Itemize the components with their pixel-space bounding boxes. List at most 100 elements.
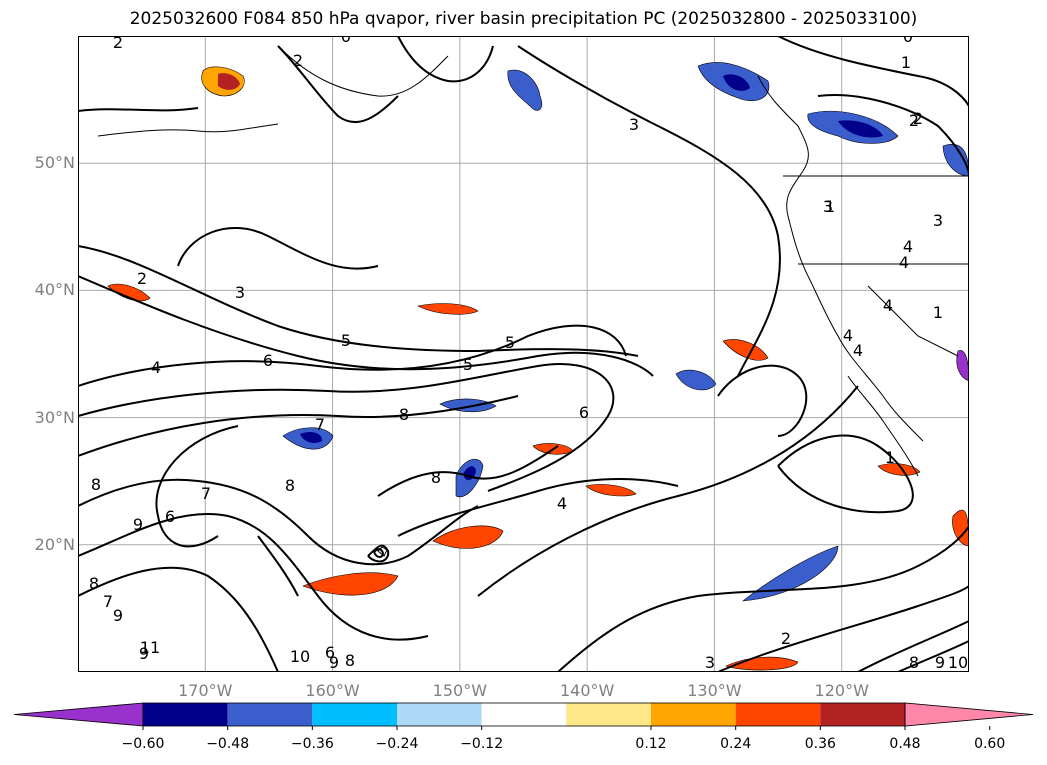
contour-line — [817, 94, 969, 177]
contour-label: 8 — [91, 475, 101, 494]
precip-patch-warm — [585, 484, 637, 497]
longitude-label: 160°W — [305, 681, 360, 700]
precip-patch-cold — [742, 545, 839, 602]
contour-line — [78, 513, 429, 641]
contour-label: 8 — [345, 651, 355, 670]
contour-line — [257, 535, 299, 597]
contour-line — [177, 227, 379, 270]
colorbar-tick-label: −0.36 — [290, 736, 334, 752]
contour-line — [777, 434, 914, 514]
contour-label: 2 — [137, 269, 147, 288]
contour-label: 3 — [823, 197, 833, 216]
contour-label: 4 — [557, 494, 567, 513]
contour-label: 8 — [399, 405, 409, 424]
latitude-label: 30°N — [34, 407, 75, 427]
precip-patch-warm — [722, 339, 769, 361]
contour-line — [397, 478, 679, 537]
contour-label: 2 — [293, 51, 303, 70]
colorbar-tick-label: −0.24 — [375, 736, 419, 752]
colorbar-segment — [651, 703, 736, 726]
precip-patch-warm — [302, 572, 399, 596]
contour-line — [78, 566, 279, 672]
precip-patch-cold — [697, 62, 770, 102]
longitude-label: 120°W — [814, 681, 869, 700]
precip-patch-cold — [282, 427, 334, 450]
contour-label: 7 — [201, 484, 211, 503]
contour-label: 8 — [89, 574, 99, 593]
contour-label: 3 — [705, 653, 715, 672]
colorbar-extend-low — [13, 702, 144, 727]
contour-label: 2 — [909, 111, 919, 130]
contour-label: 5 — [341, 331, 351, 350]
contour-label: 9 — [935, 653, 945, 672]
contour-line — [155, 425, 239, 548]
contour-line — [717, 585, 969, 672]
contour-label: 4 — [151, 358, 161, 377]
contour-line — [78, 324, 627, 387]
baja-coastline — [847, 375, 919, 477]
precip-patch-cold — [956, 350, 969, 382]
colorbar-segment — [481, 703, 567, 726]
contour-label: 3 — [933, 211, 943, 230]
contour-label: 0 — [903, 36, 913, 46]
precip-patch-warm — [201, 66, 245, 97]
colorbar-segment — [735, 703, 821, 726]
colorbar-tick-label: 0.48 — [889, 736, 921, 752]
contour-line — [78, 363, 615, 492]
longitude-label: 130°W — [687, 681, 742, 700]
contour-line — [277, 45, 399, 123]
colorbar-tick-label: 0.12 — [635, 736, 667, 752]
colorbar-segment — [566, 703, 651, 726]
contour-label: 8 — [909, 653, 919, 672]
contour-line — [517, 45, 781, 377]
contour-label: 5 — [505, 333, 515, 352]
precip-patch-warm — [432, 525, 504, 549]
border-line — [867, 285, 959, 357]
colorbar-tick-label: −0.48 — [206, 736, 250, 752]
contour-label: 9 — [329, 653, 339, 672]
contour-label: 0 — [341, 36, 351, 46]
map-title: 2025032600 F084 850 hPa qvapor, river ba… — [129, 9, 918, 29]
precip-patch-warm — [877, 463, 921, 476]
contour-label: 6 — [165, 507, 175, 526]
aleutian-islands — [97, 123, 279, 137]
colorbar-segment — [143, 703, 228, 726]
precip-patch-cold — [675, 369, 717, 391]
contour-label: 4 — [843, 326, 853, 345]
contour-label: 6 — [579, 403, 589, 422]
contour-label: 9 — [133, 515, 143, 534]
map-gridlines — [78, 36, 969, 672]
contour-line — [857, 620, 969, 672]
contour-label: 1 — [825, 197, 835, 216]
contour-label: 11 — [140, 638, 160, 657]
contour-label: 4 — [899, 253, 909, 272]
contour-label: 1 — [933, 303, 943, 322]
longitude-label: 140°W — [559, 681, 615, 700]
colorbar-frame — [142, 702, 906, 727]
contour-line — [373, 548, 385, 558]
contour-label: 7 — [315, 415, 325, 434]
contour-line — [78, 395, 519, 457]
contour-label: 10 — [290, 647, 310, 666]
contour-line — [377, 445, 559, 497]
colorbar-segment — [397, 703, 482, 726]
contour-label: 4 — [883, 296, 893, 315]
contour-label: 6 — [325, 643, 335, 662]
colorbar-tick-label: 0.24 — [720, 736, 752, 752]
map-panel: 2 2 0 0 1 2 3 3 1 2 3 5 5 4 6 5 8 7 8 6 4 8 8 7 6 9 8 7 9 9 11 10 6 8 9 2 3 8… — [78, 36, 969, 672]
latitude-label: 20°N — [34, 534, 75, 554]
alaska-coastline — [277, 45, 449, 97]
contour-label: 3 — [629, 115, 639, 134]
longitude-label: 150°W — [432, 681, 488, 700]
contour-label: 4 — [853, 341, 863, 360]
contour-line — [477, 385, 859, 597]
contour-label: 2 — [781, 629, 791, 648]
contour-label: 8 — [285, 476, 295, 495]
latitude-label: 50°N — [34, 153, 75, 173]
contour-label: 6 — [263, 351, 273, 370]
precip-patches — [107, 62, 969, 671]
contour-label: 10 — [948, 653, 968, 672]
longitude-label: 170°W — [178, 681, 233, 700]
precip-patch-cold — [455, 458, 484, 498]
